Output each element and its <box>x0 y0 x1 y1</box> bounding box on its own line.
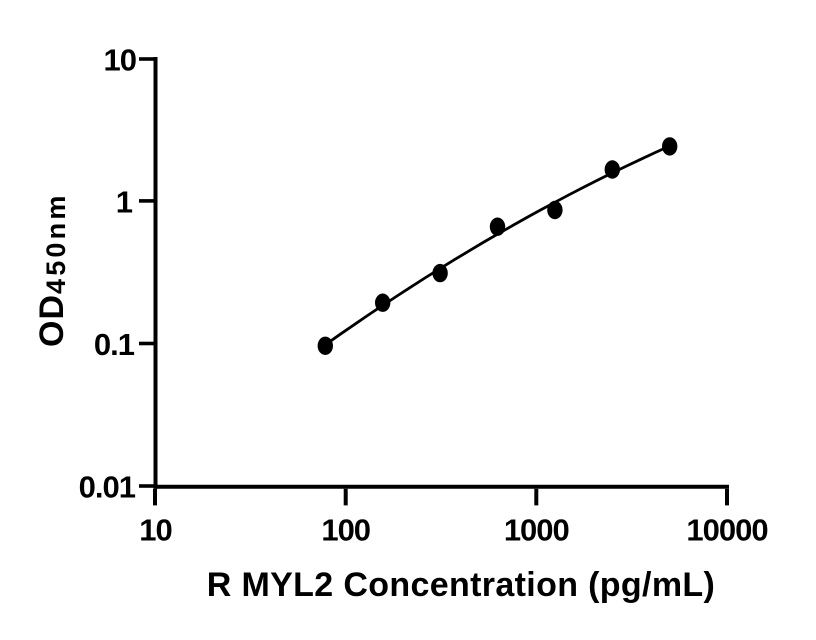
svg-text:100: 100 <box>321 513 370 548</box>
svg-text:10000: 10000 <box>686 513 767 548</box>
svg-text:1: 1 <box>116 184 133 219</box>
svg-text:R MYL2 Concentration (pg/mL): R MYL2 Concentration (pg/mL) <box>207 566 715 604</box>
svg-text:10: 10 <box>104 43 136 78</box>
svg-text:1000: 1000 <box>504 513 569 548</box>
svg-text:0.1: 0.1 <box>94 327 135 362</box>
svg-text:0.01: 0.01 <box>79 470 136 505</box>
svg-text:10: 10 <box>139 513 171 548</box>
